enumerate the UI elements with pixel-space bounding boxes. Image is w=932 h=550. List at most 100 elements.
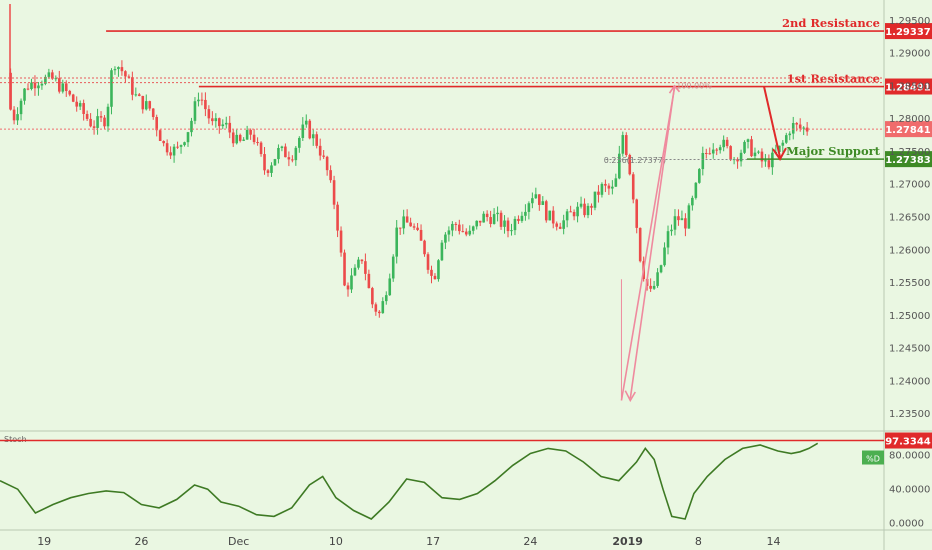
price-tick: 1.24000 (889, 376, 930, 387)
candle-body (691, 197, 694, 206)
candle-body (371, 288, 374, 305)
candle-body (51, 72, 54, 79)
candle-body (607, 185, 611, 189)
stoch-tick: 40.0000 (889, 485, 930, 496)
candle-body (82, 103, 85, 114)
candle-body (715, 149, 719, 151)
candle-body (284, 146, 287, 158)
candle-body (263, 154, 266, 171)
candle-body (548, 210, 552, 221)
candle-body (343, 252, 346, 286)
candle-body (767, 160, 771, 168)
candle-body (218, 118, 221, 127)
candle-body (701, 153, 705, 170)
candle-body (569, 211, 572, 213)
candle-body (722, 139, 725, 148)
candle-body (795, 123, 799, 125)
candle-body (12, 109, 16, 121)
candle-body (96, 116, 99, 128)
candle-body (183, 142, 186, 146)
candle-body (224, 122, 228, 125)
stoch-tick: 80.0000 (889, 451, 930, 462)
candle-body (440, 242, 444, 261)
candle-body (360, 259, 364, 262)
time-tick: 26 (134, 535, 148, 548)
candle-body (294, 147, 298, 161)
candle-body (784, 135, 788, 143)
candle-body (204, 99, 207, 110)
candle-body (739, 152, 743, 162)
candle-body (325, 156, 329, 171)
candle-body (746, 139, 750, 142)
price-tick: 1.26500 (889, 213, 930, 224)
candle-body (169, 152, 172, 156)
candle-body (228, 122, 232, 133)
candle-body (451, 223, 454, 231)
candle-body (64, 83, 68, 91)
candle-body (670, 229, 673, 232)
candle-body (113, 69, 117, 71)
candle-body (506, 220, 510, 232)
candle-body (85, 113, 89, 119)
candle-body (753, 152, 757, 157)
projection-arrow-head (772, 147, 787, 162)
price-tag-value: 1.27383 (885, 155, 931, 166)
candle-body (704, 153, 708, 155)
candle-body (663, 247, 666, 266)
candle-body (378, 311, 381, 314)
candle-body (464, 231, 468, 235)
candle-body (364, 261, 367, 274)
candle-body (402, 216, 405, 229)
candle-body (211, 118, 214, 122)
candle-body (430, 269, 433, 276)
candle-body (395, 227, 399, 257)
candle-body (677, 216, 680, 221)
candle-body (336, 204, 339, 231)
candle-body (635, 199, 639, 228)
candle-body (58, 78, 61, 92)
candle-body (346, 285, 350, 290)
candle-body (492, 214, 496, 224)
price-tick: 1.26000 (889, 245, 930, 256)
candle-body (318, 145, 322, 156)
candle-body (444, 234, 447, 243)
candle-body (127, 76, 131, 78)
candle-body (78, 103, 82, 107)
candle-body (798, 124, 802, 129)
candle-body (433, 275, 437, 280)
candle-body (405, 216, 409, 223)
candle-body (638, 227, 642, 262)
candle-body (391, 256, 395, 279)
candle-body (593, 191, 597, 208)
price-tick: 1.27500 (889, 147, 930, 158)
candle-body (287, 157, 291, 160)
candle-body (311, 134, 315, 139)
candle-body (437, 260, 440, 280)
candle-body (353, 267, 357, 276)
candle-body (144, 101, 148, 110)
candle-body (120, 67, 124, 72)
candle-body (673, 216, 677, 230)
candle-body (277, 148, 280, 160)
candle-body (510, 230, 513, 232)
candle-body (350, 275, 353, 290)
time-tick: 24 (523, 535, 537, 548)
candle-body (628, 154, 632, 175)
candle-body (555, 223, 559, 227)
candle-body (381, 301, 385, 314)
candle-body (649, 285, 652, 289)
time-tick: 19 (37, 535, 51, 548)
candle-body (419, 229, 423, 241)
candle-body (374, 304, 378, 312)
candle-body (621, 135, 625, 154)
fib-trend-line (620, 87, 676, 401)
candle-body (23, 88, 26, 101)
candle-body (329, 170, 332, 181)
candle-body (37, 85, 40, 89)
candle-body (110, 70, 113, 107)
candle-body (339, 230, 343, 253)
stoch-series-name: %D (866, 455, 880, 464)
